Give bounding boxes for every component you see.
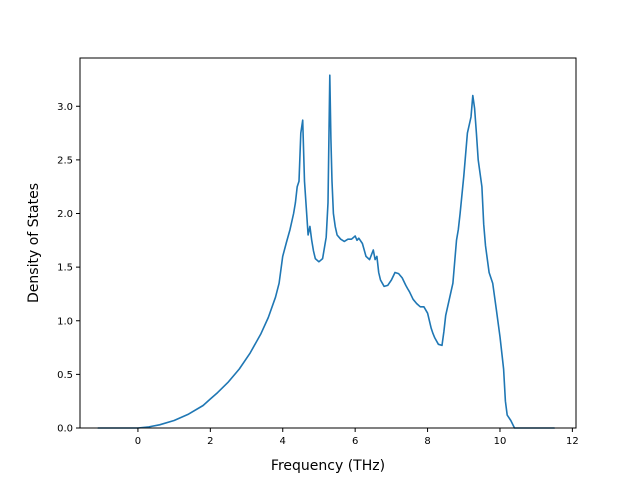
y-tick-label: 0.5 bbox=[57, 370, 73, 381]
y-tick-label: 1.5 bbox=[57, 263, 73, 274]
dos-series-line bbox=[97, 74, 556, 429]
x-axis-ticks: 0 2 4 6 8 10 12 bbox=[135, 428, 579, 447]
plot-area bbox=[80, 58, 576, 428]
x-tick-label: 12 bbox=[566, 436, 579, 447]
x-tick-label: 8 bbox=[424, 436, 430, 447]
y-tick-label: 0.0 bbox=[57, 424, 73, 435]
x-tick-label: 2 bbox=[207, 436, 213, 447]
x-axis-label: Frequency (THz) bbox=[271, 458, 385, 474]
y-tick-label: 2.0 bbox=[57, 209, 73, 220]
y-axis-label: Density of States bbox=[26, 183, 42, 303]
x-tick-label: 10 bbox=[494, 436, 507, 447]
y-tick-label: 1.0 bbox=[57, 316, 73, 327]
x-tick-label: 6 bbox=[352, 436, 358, 447]
axes-frame bbox=[79, 57, 577, 429]
y-tick-label: 3.0 bbox=[57, 102, 73, 113]
x-tick-label: 0 bbox=[135, 436, 141, 447]
y-tick-label: 2.5 bbox=[57, 155, 73, 166]
x-tick-label: 4 bbox=[280, 436, 286, 447]
series-layer bbox=[97, 74, 556, 429]
y-axis-ticks: 0.0 0.5 1.0 1.5 2.0 2.5 3.0 bbox=[57, 102, 80, 435]
